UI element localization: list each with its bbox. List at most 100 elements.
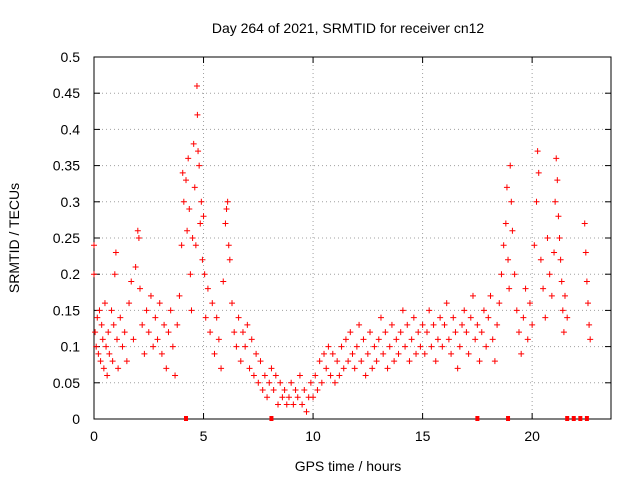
data-point [434,336,441,343]
data-point [191,184,198,191]
data-point-zero [565,416,570,421]
data-point [437,314,444,321]
data-point [288,379,295,386]
data-point [183,177,190,184]
data-point [226,256,233,263]
y-tick-label: 0.3 [61,194,81,210]
data-point [114,336,121,343]
data-point [257,358,264,365]
data-point [329,350,336,357]
data-point [180,198,187,205]
data-point-zero [506,416,511,421]
data-point [382,329,389,336]
data-point [531,242,538,249]
data-point-zero [578,416,583,421]
data-point [121,329,128,336]
data-point [275,401,282,408]
data-point [135,235,142,241]
data-point [496,300,503,307]
data-point [353,343,360,350]
data-point [558,278,565,285]
data-point [340,365,347,372]
y-tick-label: 0.35 [53,158,80,174]
data-point [583,278,590,285]
data-point [406,358,413,365]
data-point [261,372,268,379]
data-point [207,329,214,336]
data-point [109,358,116,365]
data-point [179,169,186,176]
data-point [96,307,103,314]
data-point [97,358,104,365]
data-point [587,336,594,343]
data-point [126,300,133,307]
data-point [542,314,549,321]
data-point [137,285,144,292]
x-tick-label: 0 [90,428,98,444]
data-point [104,372,111,379]
data-point [91,242,97,249]
data-point [150,343,157,350]
data-point [185,155,192,162]
data-point [362,372,369,379]
data-point [277,379,284,386]
data-point [487,292,494,299]
data-point [244,321,251,328]
data-point [163,365,170,372]
data-point [318,379,325,386]
data-point [141,350,148,357]
data-point [371,343,378,350]
data-point [294,394,301,401]
data-point [552,198,559,205]
data-point [192,242,199,249]
data-point [186,206,193,213]
data-point [161,321,168,328]
data-point [215,336,222,343]
data-point [327,372,334,379]
data-point [347,329,354,336]
data-point [421,350,428,357]
data-point [314,387,321,394]
data-point [323,365,330,372]
y-tick-label: 0.45 [53,85,80,101]
data-point [123,358,130,365]
data-point [103,343,110,350]
data-point [190,140,197,147]
x-tick-label: 20 [524,428,540,444]
data-point [253,350,260,357]
data-point [283,401,290,408]
data-point [101,300,108,307]
data-point [360,336,367,343]
data-point [134,227,141,234]
data-point-zero [571,416,576,421]
data-point [225,242,232,249]
data-point [500,242,507,249]
data-point [139,321,146,328]
data-point [474,321,481,328]
data-point [235,314,242,321]
data-point [461,307,468,314]
data-point [229,300,236,307]
data-point [167,307,174,314]
data-point-zero [269,416,274,421]
data-point [111,271,118,278]
data-point [506,285,513,292]
y-tick-label: 0.2 [61,266,81,282]
data-point [303,408,310,415]
data-point [198,198,205,205]
data-point [586,321,593,328]
data-point [456,343,463,350]
data-point [581,220,588,227]
data-point [561,292,568,299]
data-point [259,387,266,394]
data-point [358,358,365,365]
data-point [110,321,117,328]
data-point [105,329,112,336]
data-point [117,314,124,321]
data-point [94,314,101,321]
data-point [448,350,455,357]
data-point [143,307,150,314]
data-point [209,300,216,307]
data-point [145,329,152,336]
data-point [233,343,240,350]
